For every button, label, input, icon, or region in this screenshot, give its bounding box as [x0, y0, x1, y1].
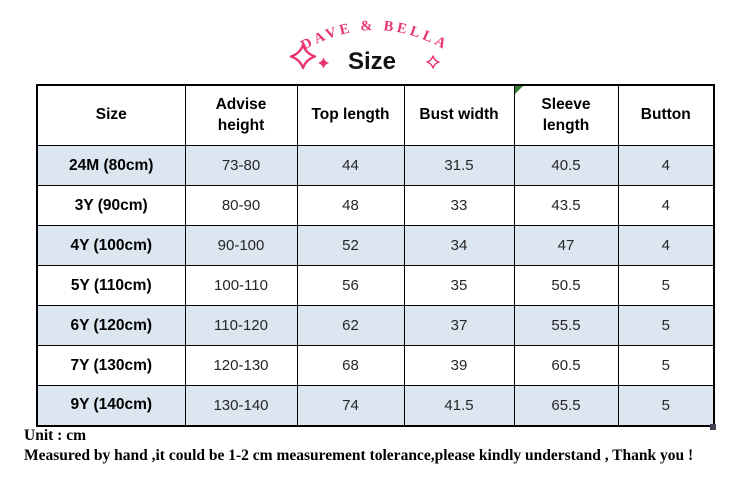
bust-width-cell: 34 — [403, 225, 515, 266]
button-cell: 4 — [617, 225, 715, 266]
table-row: 4Y (100cm) 90-100 52 34 47 4 — [36, 225, 715, 266]
table-row: 3Y (90cm) 80-90 48 33 43.5 4 — [36, 185, 715, 226]
top-length-cell: 56 — [296, 265, 405, 306]
table-row: 5Y (110cm) 100-110 56 35 50.5 5 — [36, 265, 715, 306]
advise-height-cell: 110-120 — [184, 305, 298, 346]
column-header-sleeve-length: Sleeve length — [513, 84, 619, 146]
size-cell: 4Y (100cm) — [36, 225, 186, 266]
size-table-wrap: Size Advise height Top length Bust width… — [36, 84, 716, 430]
button-cell: 4 — [617, 185, 715, 226]
top-length-cell: 44 — [296, 145, 405, 186]
brand-header: DAVE & BELLA Size — [0, 0, 750, 84]
size-table: Size Advise height Top length Bust width… — [36, 84, 715, 427]
unit-note: Unit : cm — [24, 427, 86, 444]
advise-height-cell: 130-140 — [184, 385, 298, 426]
bust-width-cell: 35 — [403, 265, 515, 306]
sleeve-length-cell: 47 — [513, 225, 619, 266]
brand-header-graphic: DAVE & BELLA Size — [289, 18, 448, 75]
sleeve-length-cell: 43.5 — [513, 185, 619, 226]
size-cell: 5Y (110cm) — [36, 265, 186, 306]
button-cell: 5 — [617, 345, 715, 386]
table-row: 7Y (130cm) 120-130 68 39 60.5 5 — [36, 345, 715, 386]
bust-width-cell: 39 — [403, 345, 515, 386]
sleeve-length-cell: 55.5 — [513, 305, 619, 346]
size-cell: 6Y (120cm) — [36, 305, 186, 346]
column-header-size: Size — [36, 84, 186, 146]
sparkle-left-small-icon — [318, 57, 329, 69]
advise-height-cell: 80-90 — [184, 185, 298, 226]
bust-width-cell: 37 — [403, 305, 515, 346]
top-length-cell: 48 — [296, 185, 405, 226]
column-header-top-length: Top length — [296, 84, 405, 146]
sleeve-length-cell: 50.5 — [513, 265, 619, 306]
bust-width-cell: 33 — [403, 185, 515, 226]
tolerance-note: Measured by hand ,it could be 1-2 cm mea… — [24, 447, 694, 465]
button-cell: 5 — [617, 265, 715, 306]
sleeve-length-cell: 60.5 — [513, 345, 619, 386]
bust-width-cell: 31.5 — [403, 145, 515, 186]
advise-height-cell: 120-130 — [184, 345, 298, 386]
advise-height-cell: 90-100 — [184, 225, 298, 266]
button-cell: 4 — [617, 145, 715, 186]
top-length-cell: 74 — [296, 385, 405, 426]
error-flag-triangle-icon — [515, 86, 523, 94]
column-header-advise-height: Advise height — [184, 84, 298, 146]
sparkle-right-icon — [426, 55, 440, 69]
button-cell: 5 — [617, 385, 715, 426]
top-length-cell: 68 — [296, 345, 405, 386]
size-cell: 7Y (130cm) — [36, 345, 186, 386]
table-row: 9Y (140cm) 130-140 74 41.5 65.5 5 — [36, 385, 715, 426]
sleeve-length-cell: 65.5 — [513, 385, 619, 426]
footnote: Unit : cm Measured by hand ,it could be … — [24, 426, 734, 467]
size-cell: 24M (80cm) — [36, 145, 186, 186]
table-row: 24M (80cm) 73-80 44 31.5 40.5 4 — [36, 145, 715, 186]
selection-handle-artifact — [710, 423, 716, 430]
advise-height-cell: 100-110 — [184, 265, 298, 306]
header-row: Size Advise height Top length Bust width… — [36, 84, 715, 146]
table-row: 6Y (120cm) 110-120 62 37 55.5 5 — [36, 305, 715, 346]
advise-height-cell: 73-80 — [184, 145, 298, 186]
bust-width-cell: 41.5 — [403, 385, 515, 426]
column-header-button: Button — [617, 84, 715, 146]
sparkle-left-large-icon — [289, 43, 317, 70]
button-cell: 5 — [617, 305, 715, 346]
size-cell: 9Y (140cm) — [36, 385, 186, 426]
top-length-cell: 62 — [296, 305, 405, 346]
top-length-cell: 52 — [296, 225, 405, 266]
sleeve-length-cell: 40.5 — [513, 145, 619, 186]
column-header-bust-width: Bust width — [403, 84, 515, 146]
size-cell: 3Y (90cm) — [36, 185, 186, 226]
column-header-sleeve-length-label: Sleeve length — [541, 95, 591, 134]
page-title: Size — [348, 48, 396, 75]
